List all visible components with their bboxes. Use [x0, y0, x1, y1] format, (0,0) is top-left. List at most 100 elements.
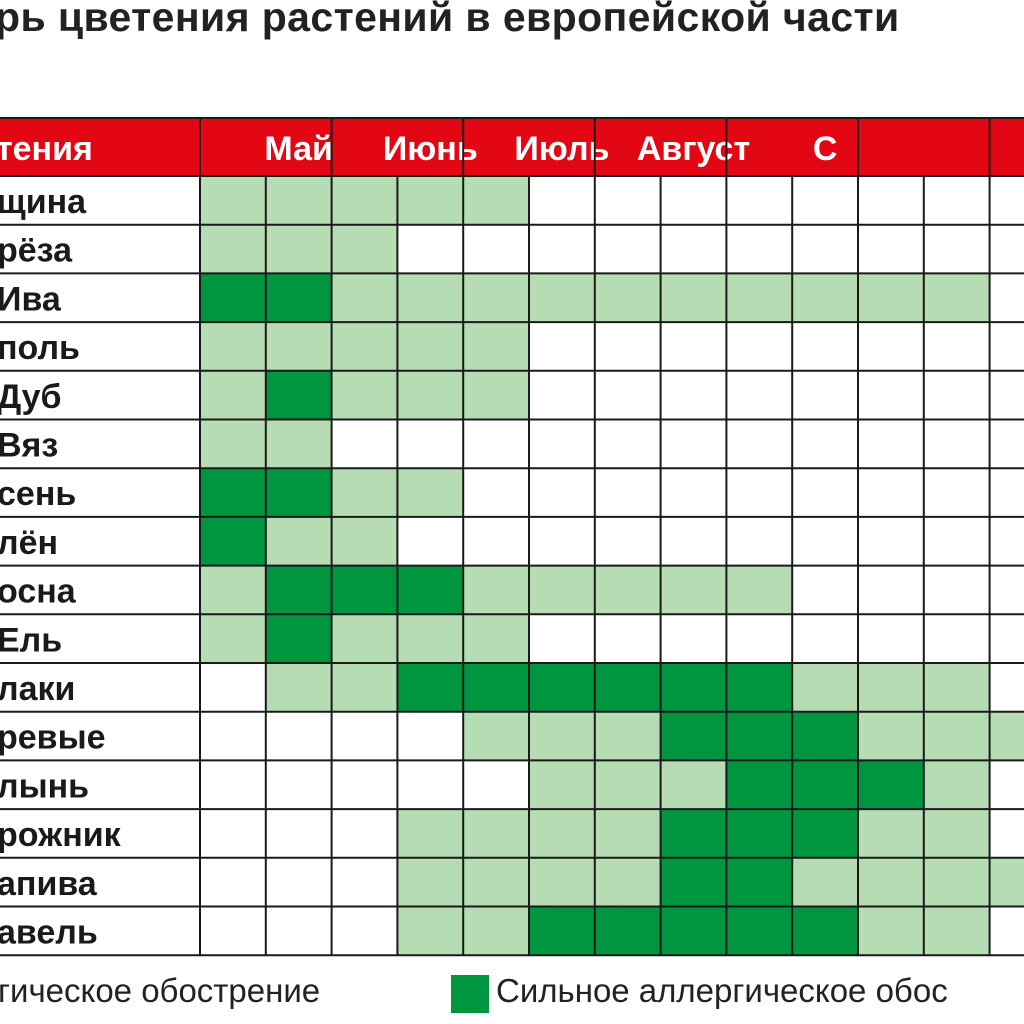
- bloom-cell: [529, 906, 595, 956]
- bloom-cell: [529, 468, 595, 517]
- bloom-cell: [265, 224, 332, 274]
- bloom-cell: [989, 565, 1024, 615]
- bloom-cell: [397, 857, 464, 907]
- bloom-cell: [792, 468, 858, 517]
- bloom-cell: [265, 468, 332, 517]
- bloom-cell: [331, 419, 398, 469]
- bloom-cell: [923, 176, 990, 225]
- bloom-cell: [858, 370, 924, 420]
- bloom-cell: [923, 370, 990, 420]
- row-label: Вяз: [0, 427, 58, 465]
- bloom-cell: [529, 419, 595, 469]
- bloom-cell: [923, 857, 990, 907]
- legend-strong-label: Сильное аллергическое обос: [496, 972, 948, 1009]
- bloom-cell: [726, 906, 793, 956]
- bloom-cell: [792, 614, 858, 663]
- bloom-cell: [858, 468, 924, 517]
- bloom-cell: [660, 614, 727, 663]
- bloom-cell: [463, 906, 529, 956]
- bloom-cell: [529, 711, 595, 761]
- header-month: Май: [264, 130, 333, 168]
- bloom-cell: [331, 322, 398, 371]
- bloom-cell: [200, 370, 266, 420]
- bloom-cell: [200, 468, 266, 517]
- row-label: сень: [0, 475, 76, 513]
- bloom-cell: [660, 565, 727, 615]
- bloom-cell: [594, 614, 661, 663]
- bloom-cell: [265, 906, 332, 956]
- bloom-cell: [989, 468, 1024, 517]
- bloom-cell: [529, 663, 595, 712]
- bloom-cell: [858, 565, 924, 615]
- bloom-cell: [529, 322, 595, 371]
- bloom-cell: [331, 224, 398, 274]
- bloom-cell: [200, 663, 266, 712]
- row-label: рёза: [0, 232, 73, 270]
- bloom-cell: [331, 273, 398, 323]
- bloom-cell: [331, 906, 398, 956]
- bloom-cell: [660, 468, 727, 517]
- bloom-cell: [858, 224, 924, 274]
- chart-title-text: рь цветения растений в европейской части: [0, 0, 900, 40]
- bloom-cell: [463, 857, 529, 907]
- chart-title: рь цветения растений в европейской части: [0, 0, 1024, 58]
- bloom-cell: [331, 176, 398, 225]
- bloom-cell: [726, 857, 793, 907]
- bloom-cell: [463, 516, 529, 566]
- bloom-cell: [331, 516, 398, 566]
- bloom-cell: [463, 809, 529, 858]
- bloom-cell: [594, 711, 661, 761]
- bloom-cell: [923, 468, 990, 517]
- bloom-cell: [594, 468, 661, 517]
- bloom-cell: [397, 224, 464, 274]
- bloom-cell: [463, 322, 529, 371]
- row-label: поль: [0, 329, 80, 367]
- bloom-cell: [858, 614, 924, 663]
- bloom-cell: [594, 224, 661, 274]
- bloom-cell: [923, 906, 990, 956]
- bloom-cell: [989, 322, 1024, 371]
- bloom-cell: [397, 906, 464, 956]
- row-label: Ель: [0, 621, 62, 659]
- bloom-cell: [265, 516, 332, 566]
- bloom-cell: [660, 516, 727, 566]
- row-label: апива: [0, 865, 98, 903]
- header-band: [0, 118, 1024, 176]
- bloom-cell: [594, 906, 661, 956]
- bloom-cell: [792, 176, 858, 225]
- header-month: Июнь: [383, 130, 478, 168]
- bloom-cell: [594, 857, 661, 907]
- bloom-cell: [923, 516, 990, 566]
- bloom-cell: [265, 663, 332, 712]
- bloom-cell: [265, 370, 332, 420]
- bloom-cell: [660, 176, 727, 225]
- bloom-cell: [397, 516, 464, 566]
- bloom-cell: [397, 370, 464, 420]
- bloom-cell: [529, 614, 595, 663]
- bloom-cell: [529, 370, 595, 420]
- bloom-cell: [726, 809, 793, 858]
- bloom-cell: [858, 419, 924, 469]
- bloom-cell: [397, 273, 464, 323]
- bloom-cell: [463, 419, 529, 469]
- bloom-cell: [726, 565, 793, 615]
- bloom-cell: [726, 273, 793, 323]
- bloom-cell: [792, 711, 858, 761]
- bloom-cell: [792, 224, 858, 274]
- bloom-cell: [858, 322, 924, 371]
- bloom-cell: [397, 809, 464, 858]
- bloom-cell: [726, 224, 793, 274]
- bloom-cell: [923, 419, 990, 469]
- bloom-cell: [397, 760, 464, 810]
- row-label: лынь: [0, 767, 89, 805]
- bloom-cell: [726, 468, 793, 517]
- bloom-cell: [463, 176, 529, 225]
- bloom-cell: [923, 224, 990, 274]
- bloom-cell: [265, 809, 332, 858]
- bloom-cell: [858, 857, 924, 907]
- bloom-cell: [660, 760, 727, 810]
- legend-moderate-label: гическое обострение: [0, 972, 321, 1009]
- bloom-cell: [792, 857, 858, 907]
- bloom-cell: [594, 760, 661, 810]
- bloom-cell: [331, 663, 398, 712]
